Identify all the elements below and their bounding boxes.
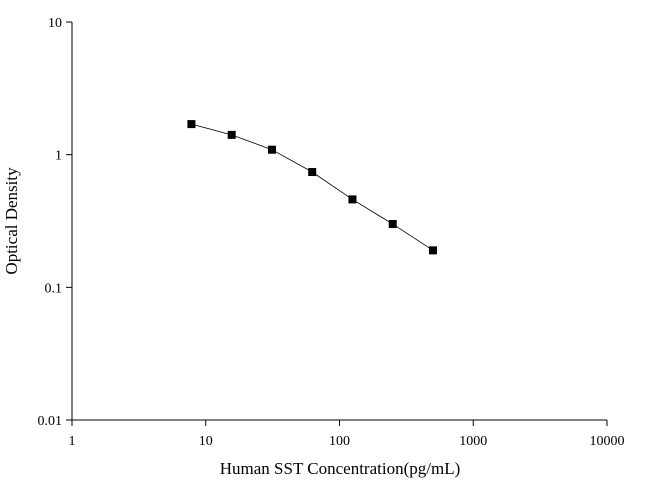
- point: [308, 168, 317, 177]
- y-tick-label: 0.01: [38, 414, 63, 429]
- x-tick-label: 1000: [459, 434, 487, 449]
- y-tick-label: 1: [55, 149, 62, 164]
- x-tick-label: 1: [69, 434, 76, 449]
- point: [267, 145, 276, 154]
- point: [348, 195, 357, 204]
- x-tick-label: 100: [329, 434, 350, 449]
- y-tick-label: 0.1: [45, 281, 63, 296]
- y-tick-label: 10: [48, 16, 62, 31]
- point: [388, 220, 397, 229]
- y-axis-label: Optical Density: [2, 167, 21, 275]
- point: [227, 130, 236, 139]
- point: [187, 120, 196, 129]
- point: [428, 246, 437, 255]
- fit-line: [191, 123, 434, 251]
- x-tick-label: 10000: [590, 434, 625, 449]
- x-axis-label: Human SST Concentration(pg/mL): [220, 459, 461, 478]
- x-tick-label: 10: [199, 434, 213, 449]
